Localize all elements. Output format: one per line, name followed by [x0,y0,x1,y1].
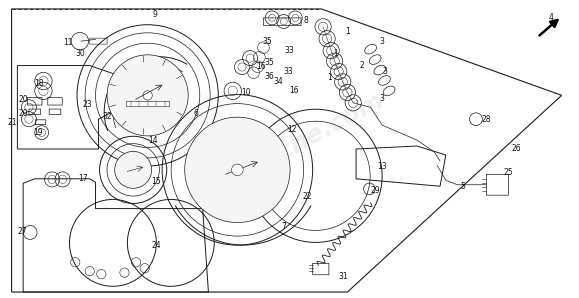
Circle shape [107,55,188,136]
Text: 7: 7 [281,222,286,231]
Text: 4: 4 [549,13,554,22]
Text: 34: 34 [273,77,283,86]
Text: 13: 13 [378,162,387,171]
Text: 1: 1 [334,49,338,58]
Text: 3: 3 [383,67,387,76]
Text: 8: 8 [303,16,308,25]
Text: 22: 22 [302,192,312,201]
Text: 24: 24 [152,241,161,250]
Text: 28: 28 [482,115,491,124]
Text: 16: 16 [290,86,299,95]
Text: 10: 10 [241,89,251,97]
Text: 33: 33 [284,67,293,76]
Text: 15: 15 [152,177,161,186]
Text: 16: 16 [256,62,265,71]
Text: 1: 1 [328,73,332,82]
Text: 20: 20 [19,109,28,118]
Circle shape [143,91,152,100]
Circle shape [185,117,290,223]
Text: 1: 1 [345,27,350,36]
Text: 3: 3 [380,37,384,46]
Text: 32: 32 [102,112,112,121]
Text: 27: 27 [17,227,27,236]
Text: 35: 35 [265,58,274,67]
Text: 35: 35 [263,37,272,46]
Text: 30: 30 [75,49,85,58]
Text: 36: 36 [265,72,274,81]
Text: partsfiche.com: partsfiche.com [191,89,388,209]
Text: 19: 19 [33,128,42,137]
Text: 14: 14 [149,136,158,145]
FancyBboxPatch shape [126,101,170,106]
Text: 3: 3 [380,94,384,103]
Text: 5: 5 [461,182,466,191]
Text: 6: 6 [193,109,198,118]
Text: 17: 17 [78,174,87,183]
Text: 26: 26 [512,144,521,153]
Text: 21: 21 [8,118,17,127]
Text: 33: 33 [285,46,294,55]
Text: 2: 2 [360,61,364,70]
Text: 29: 29 [371,186,380,195]
Text: 23: 23 [82,100,91,109]
Text: 25: 25 [504,168,513,177]
Text: 9: 9 [153,10,157,19]
Text: 20: 20 [19,95,28,104]
Text: 31: 31 [338,272,347,281]
Circle shape [115,151,152,188]
Text: 18: 18 [35,79,44,88]
Text: 11: 11 [64,38,73,47]
Text: 12: 12 [288,125,297,134]
Circle shape [232,164,243,176]
